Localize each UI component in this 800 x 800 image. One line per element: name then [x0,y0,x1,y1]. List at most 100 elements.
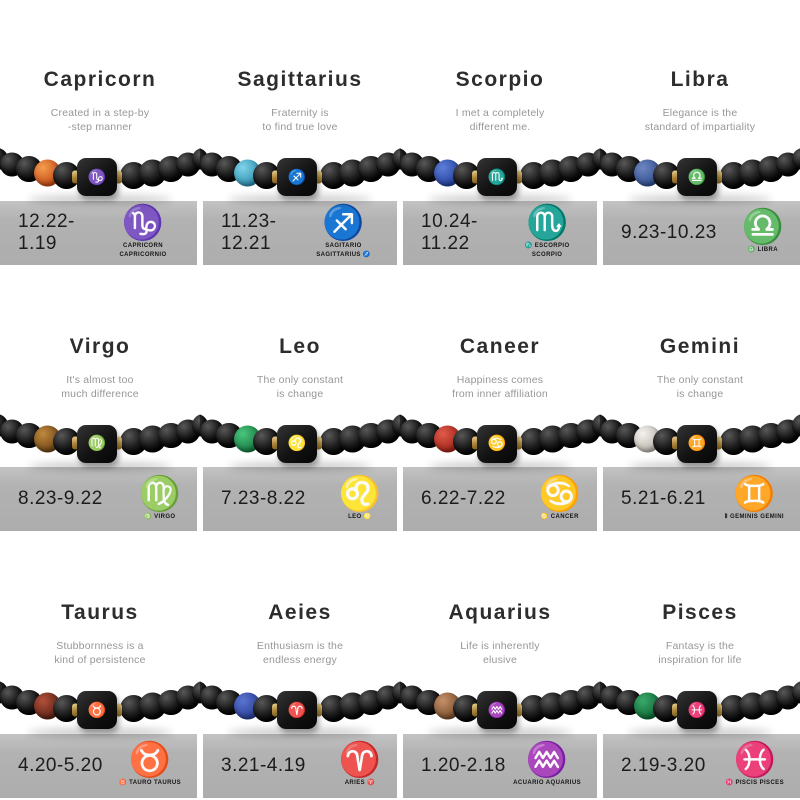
zodiac-glyph-icon: ♏ [525,203,569,242]
charm-bead: ♎ [677,158,717,196]
date-range: 10.24-11.22 [421,210,478,254]
bracelet-photo: ♉ [0,659,200,738]
date-range: 6.22-7.22 [421,488,506,510]
zodiac-card: Leo The only constant is change ♌ 7.23-8… [200,266,400,534]
charm-bead: ♑ [77,158,117,196]
zodiac-caption: CAPRICORN CAPRICORNIO [119,242,167,258]
date-range: 2.19-3.20 [621,754,706,776]
zodiac-caption: ARIES ♈ [344,780,375,787]
zodiac-symbol: ♌ LEO ♌ [339,477,381,522]
zodiac-caption: ♋ CANCER [540,513,579,520]
zodiac-glyph-icon: ♑ [121,203,165,242]
info-bar: 6.22-7.22 ♋ ♋ CANCER [403,467,597,532]
zodiac-card: Libra Elegance is the standard of impart… [600,0,800,267]
gold-spacer [72,436,79,450]
zodiac-glyph-icon: ♉ [128,741,172,780]
zodiac-quote-line2: to find true love [262,121,338,134]
bead-strand: ♏ [400,147,600,204]
black-bead [591,414,600,438]
gold-spacer [472,170,479,183]
zodiac-quote: The only constant is change [200,373,400,401]
gold-spacer [715,170,722,183]
zodiac-card: Pisces Fantasy is the inspiration for li… [600,533,800,800]
bead-strand: ♊ [600,414,800,471]
zodiac-quote-line1: Life is inherently [460,640,540,653]
zodiac-glyph-icon: ♋ [538,474,581,513]
zodiac-card: Aquarius Life is inherently elusive ♒ 1.… [400,533,600,800]
charm-glyph: ♎ [687,168,707,186]
zodiac-card: Taurus Stubbornness is a kind of persist… [0,533,200,800]
gold-spacer [115,703,122,717]
zodiac-quote-line2: different me. [469,121,531,134]
bracelet-shadow [628,195,772,204]
bead-strand: ♉ [0,680,200,737]
black-bead [391,680,400,704]
bead-strand: ♋ [400,414,600,471]
zodiac-title: Pisces [662,601,738,625]
zodiac-caption: ♎ LIBRA [747,247,778,254]
info-bar: 9.23-10.23 ♎ ♎ LIBRA [603,200,800,265]
charm-bead: ♉ [77,691,117,730]
zodiac-title: Scorpio [455,68,545,91]
gold-spacer [115,170,122,183]
bracelet-shadow [28,461,172,471]
zodiac-quote-line1: Elegance is the [662,107,738,119]
charm-bead: ♈ [277,691,317,730]
bead-strand: ♍ [0,414,200,471]
gold-spacer [515,436,522,450]
zodiac-title: Aquarius [448,601,552,625]
date-range: 4.20-5.20 [18,754,103,776]
zodiac-glyph-icon: ♊ [733,474,776,513]
bead-strand: ♈ [200,680,400,737]
info-bar: 2.19-3.20 ♓ ♓ PISCIS PISCES [603,733,800,798]
zodiac-title: Sagittarius [237,68,363,91]
bead-strand: ♒ [400,680,600,737]
bracelet-photo: ♎ [600,126,800,204]
zodiac-quote-line2: endless energy [262,654,337,667]
zodiac-card: Virgo It's almost too much difference ♍ … [0,266,200,534]
gold-spacer [515,703,522,717]
zodiac-caption: SAGITARIO SAGITTARIUS ♐ [316,242,371,258]
info-bar: 1.20-2.18 ♒ ACUARIO AQUARIUS [403,733,597,798]
bracelet-photo: ♐ [200,126,400,204]
black-bead [191,680,200,704]
zodiac-caption: ♉ TAURO TAURUS [119,780,181,787]
bracelet-photo: ♋ [400,393,600,471]
bracelet-photo: ♓ [600,659,800,738]
gold-spacer [672,436,679,450]
zodiac-quote: Life is inherently elusive [400,639,600,667]
gold-spacer [672,170,679,183]
zodiac-quote-line1: Enthusiasm is the [256,640,344,653]
date-range: 1.20-2.18 [421,754,506,776]
zodiac-quote-line1: The only constant [656,373,744,386]
gold-spacer [672,703,679,717]
bracelet-photo: ♈ [200,659,400,738]
zodiac-quote-line1: Happiness comes [456,373,544,386]
gold-spacer [472,436,479,450]
zodiac-symbol: ♐ SAGITARIO SAGITTARIUS ♐ [306,206,381,260]
bead-strand: ♌ [200,414,400,471]
zodiac-title: Virgo [69,334,131,358]
zodiac-quote-line1: It's almost too [66,373,134,386]
zodiac-quote-line1: The only constant [256,373,344,386]
zodiac-quote: Fantasy is the inspiration for life [600,639,800,667]
charm-glyph: ♈ [287,701,307,719]
black-bead [791,147,800,171]
zodiac-glyph-icon: ♐ [322,203,365,242]
zodiac-title: Aeies [268,601,332,625]
black-bead [591,147,600,171]
zodiac-quote-line1: Fraternity is [271,107,329,119]
zodiac-symbol: ♋ ♋ CANCER [539,477,581,522]
zodiac-quote-line2: standard of impartiality [644,121,756,134]
black-bead [191,414,200,438]
bead-strand: ♎ [600,147,800,204]
zodiac-card: Capricorn Created in a step-by -step man… [0,0,200,267]
charm-glyph: ♋ [487,435,507,453]
info-bar: 4.20-5.20 ♉ ♉ TAURO TAURUS [0,733,197,798]
bracelet-photo: ♑ [0,126,200,204]
zodiac-title: Libra [670,68,730,91]
bracelet-photo: ♌ [200,393,400,471]
zodiac-card: Scorpio I met a completely different me.… [400,0,600,267]
bracelet-shadow [28,728,172,738]
zodiac-caption: ♓ PISCIS PISCES [725,780,784,787]
